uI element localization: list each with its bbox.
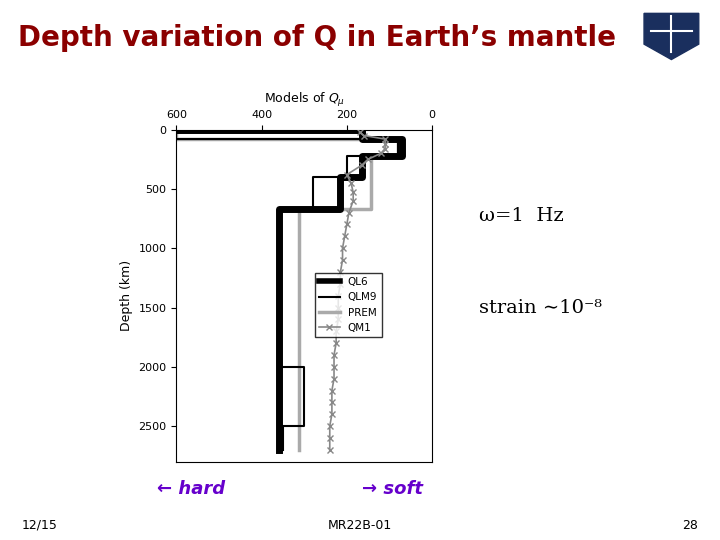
QL6 [357, 126, 366, 133]
QM1 [325, 447, 334, 453]
Text: → soft: → soft [362, 480, 423, 498]
Line: QLM9: QLM9 [176, 130, 398, 450]
QM1 [330, 375, 338, 382]
Text: strain ∼10⁻⁸: strain ∼10⁻⁸ [479, 299, 602, 317]
QLM9 [274, 206, 283, 212]
QM1 [325, 423, 334, 429]
Text: Depth variation of Q in Earth’s mantle: Depth variation of Q in Earth’s mantle [18, 24, 616, 52]
QM1 [325, 435, 334, 441]
QM1 [334, 304, 343, 310]
QLM9 [279, 423, 287, 429]
QL6 [274, 206, 283, 212]
QL6 [336, 174, 345, 180]
Text: MR22B-01: MR22B-01 [328, 519, 392, 532]
QM1 [336, 281, 345, 287]
Line: QL6: QL6 [176, 130, 402, 450]
PREM [172, 126, 181, 133]
QM1 [349, 198, 358, 204]
PREM [394, 136, 402, 143]
QM1 [330, 352, 338, 358]
X-axis label: Models of $Q_\mu$: Models of $Q_\mu$ [264, 91, 345, 109]
QL6 [357, 152, 366, 159]
PREM [294, 206, 303, 212]
QM1 [364, 156, 372, 163]
QM1 [343, 221, 351, 228]
QLM9 [394, 152, 402, 159]
PREM [394, 152, 402, 159]
QM1 [330, 363, 338, 370]
QL6 [172, 126, 181, 133]
QM1 [357, 162, 366, 168]
QM1 [359, 132, 368, 139]
QL6 [398, 136, 407, 143]
QM1 [332, 340, 341, 346]
QM1 [338, 257, 347, 264]
QM1 [381, 136, 390, 143]
Line: PREM: PREM [176, 130, 398, 450]
Text: 12/15: 12/15 [22, 519, 58, 532]
Line: QM1: QM1 [326, 129, 389, 453]
QLM9 [343, 152, 351, 159]
QL6 [398, 152, 407, 159]
QLM9 [274, 363, 283, 370]
QM1 [343, 171, 351, 178]
Polygon shape [644, 14, 698, 59]
QM1 [345, 210, 354, 216]
QLM9 [172, 136, 181, 143]
QM1 [328, 411, 336, 417]
QM1 [377, 150, 385, 157]
QL6 [274, 447, 283, 453]
QM1 [347, 180, 356, 186]
Legend: QL6, QLM9, PREM, QM1: QL6, QLM9, PREM, QM1 [315, 273, 382, 337]
QLM9 [343, 174, 351, 180]
Text: 28: 28 [683, 519, 698, 532]
PREM [172, 136, 181, 143]
Text: ← hard: ← hard [157, 480, 225, 498]
PREM [366, 174, 375, 180]
QL6 [357, 136, 366, 143]
QM1 [332, 328, 341, 334]
QL6 [274, 447, 283, 453]
QM1 [338, 245, 347, 252]
PREM [294, 447, 303, 453]
QLM9 [172, 126, 181, 133]
QM1 [334, 293, 343, 299]
PREM [366, 152, 375, 159]
QM1 [349, 189, 358, 195]
QM1 [381, 140, 390, 147]
PREM [366, 174, 375, 180]
QLM9 [300, 423, 308, 429]
QM1 [328, 387, 336, 394]
QM1 [334, 316, 343, 322]
Text: ω=1  Hz: ω=1 Hz [479, 207, 564, 225]
QLM9 [279, 447, 287, 453]
PREM [294, 447, 303, 453]
PREM [366, 206, 375, 212]
QM1 [355, 129, 364, 136]
QLM9 [394, 136, 402, 143]
QM1 [381, 145, 390, 152]
QL6 [357, 174, 366, 180]
QLM9 [308, 174, 317, 180]
QLM9 [300, 363, 308, 370]
QL6 [336, 206, 345, 212]
QM1 [341, 233, 349, 240]
QM1 [328, 399, 336, 406]
Y-axis label: Depth (km): Depth (km) [120, 260, 133, 331]
QLM9 [308, 206, 317, 212]
QM1 [336, 269, 345, 275]
